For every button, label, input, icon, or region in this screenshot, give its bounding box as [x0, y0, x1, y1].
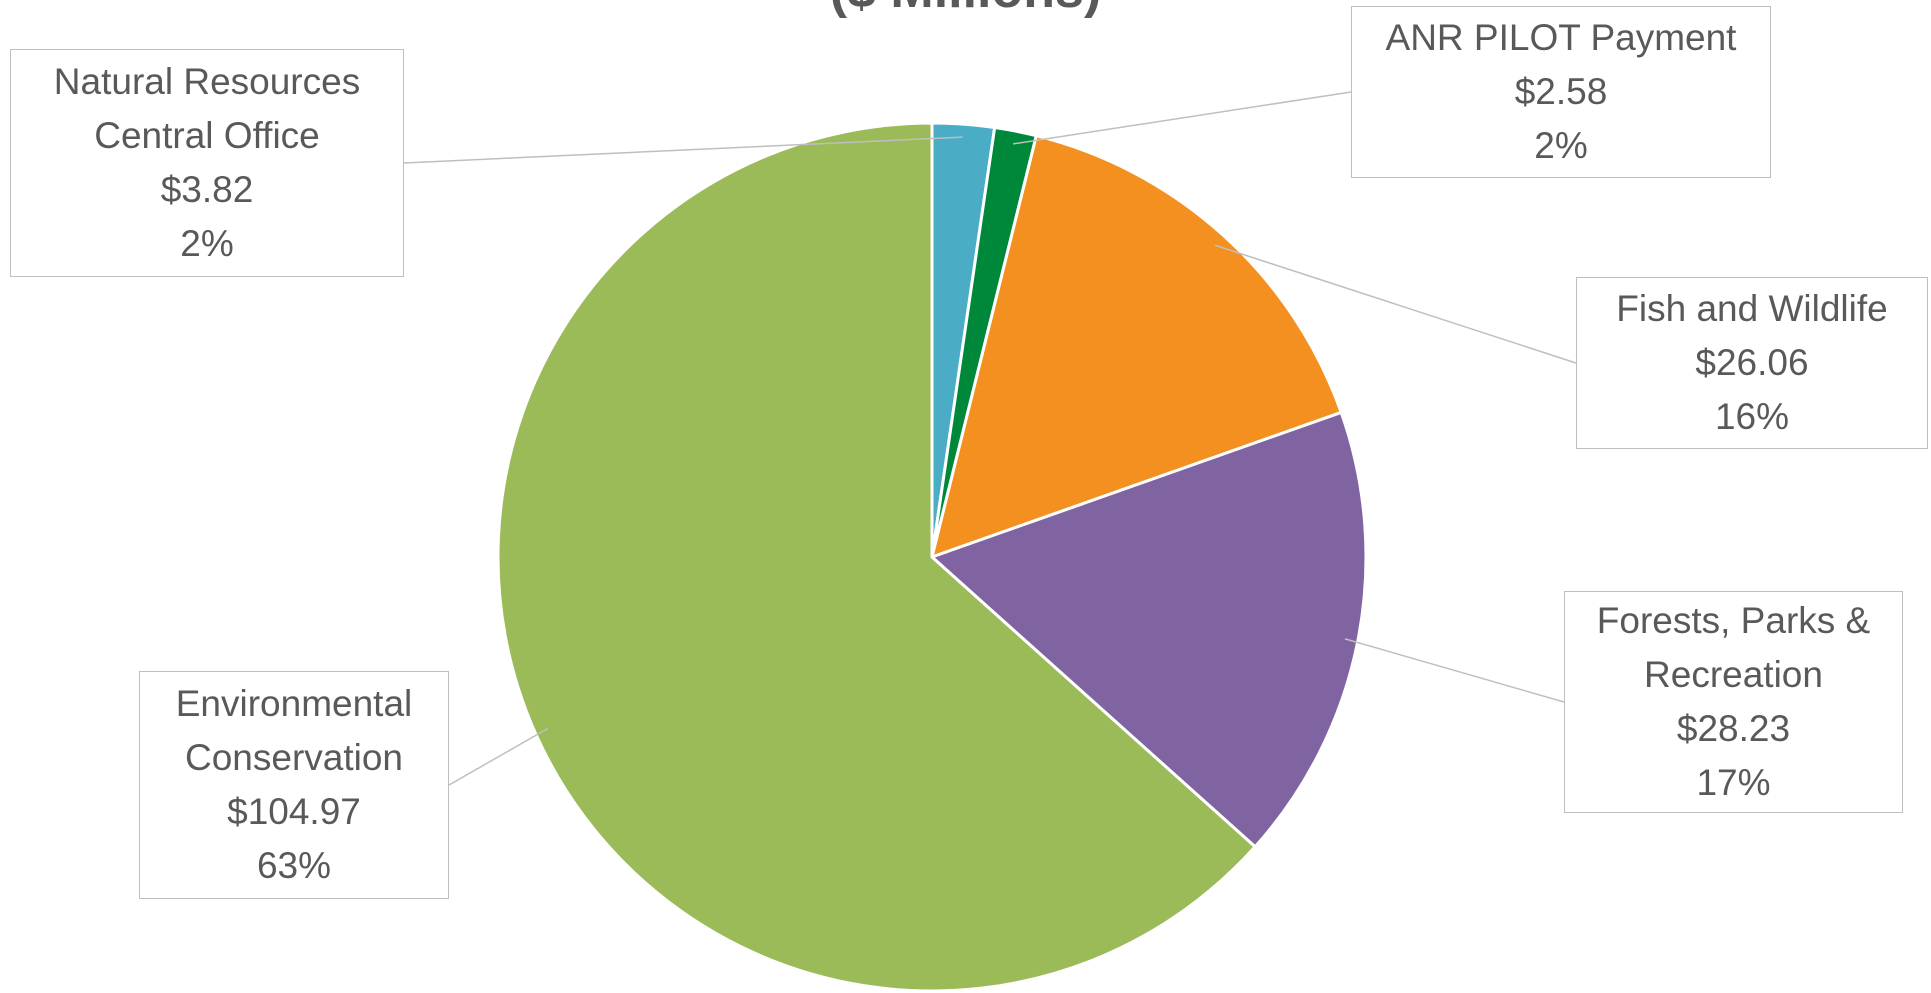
- value-label: $28.23: [1676, 708, 1791, 749]
- leader-line: [1344, 638, 1565, 703]
- leader-line: [403, 136, 963, 164]
- percent-label: 17%: [1696, 762, 1771, 803]
- value-label: $26.06: [1695, 342, 1809, 383]
- category-label: Fish and Wildlife: [1616, 288, 1888, 329]
- value-label: $104.97: [227, 791, 361, 832]
- percent-label: 2%: [1534, 125, 1588, 166]
- leader-line: [1012, 91, 1352, 145]
- pie-slice: [929, 133, 1344, 560]
- category-label: ANR PILOT Payment: [1385, 17, 1737, 58]
- pie-slice: [929, 410, 1368, 849]
- data-label-box: Environmental Conservation $104.97 63%: [139, 671, 449, 899]
- category-label: Forests, Parks & Recreation: [1596, 600, 1871, 695]
- pie-slice: [496, 121, 1258, 993]
- category-label: Environmental Conservation: [175, 683, 413, 778]
- data-label-box: Fish and Wildlife $26.06 16%: [1576, 277, 1928, 449]
- percent-label: 2%: [180, 223, 234, 264]
- data-label-box: Forests, Parks & Recreation $28.23 17%: [1564, 591, 1903, 813]
- value-label: $3.82: [160, 169, 254, 210]
- leader-line: [1214, 244, 1577, 364]
- chart-title: ($ Millions): [0, 0, 1931, 20]
- data-label-box: ANR PILOT Payment $2.58 2%: [1351, 6, 1771, 178]
- category-label: Natural Resources Central Office: [53, 61, 361, 156]
- value-label: $2.58: [1514, 71, 1608, 112]
- percent-label: 16%: [1714, 396, 1790, 437]
- data-label-box: Natural Resources Central Office $3.82 2%: [10, 49, 404, 277]
- percent-label: 63%: [256, 845, 332, 886]
- leader-line: [448, 727, 548, 786]
